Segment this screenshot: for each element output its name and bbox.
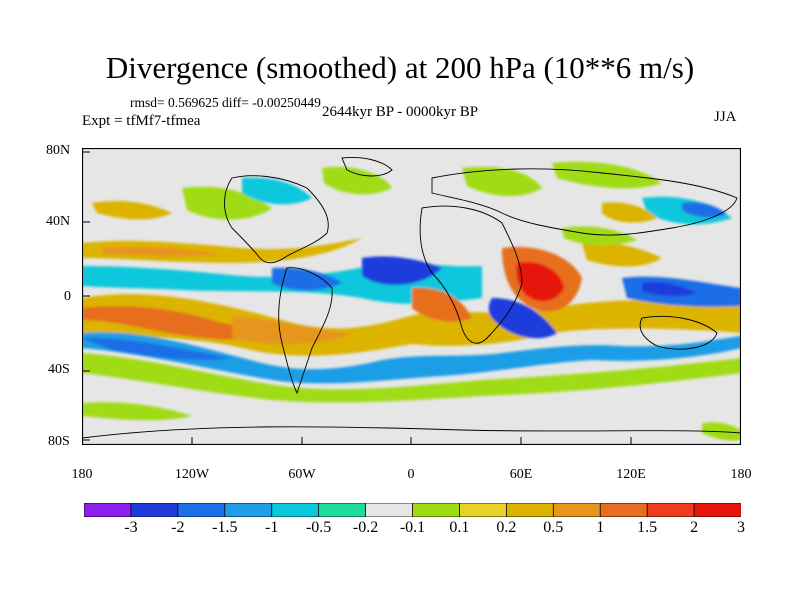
colorbar-swatch [365,503,414,517]
colorbar-swatch [693,503,741,517]
colorbar-swatch [599,503,648,517]
x-label-60w: 60W [288,467,316,482]
x-label-120w: 120W [174,467,210,482]
colorbar-swatch [130,503,179,517]
colorbar-label: -2 [171,519,185,536]
x-label-180e: 180 [730,467,752,482]
axis-ticks [82,151,632,445]
colorbar-label: 3 [737,519,745,536]
colorbar-swatch [177,503,226,517]
divergence-field [82,161,741,441]
colorbar-label: -0.1 [399,519,426,536]
colorbar-label: -0.5 [305,519,332,536]
y-label-80S: 80S [48,434,70,449]
colorbar-label: 0.1 [449,519,470,536]
period-label: 2644kyr BP - 0000kyr BP [322,104,479,120]
y-label-80N: 80N [46,143,71,158]
colorbar-swatch [552,503,601,517]
colorbar-label: -1 [265,519,279,536]
colorbar [84,503,741,517]
colorbar-label: 0.2 [496,519,517,536]
colorbar-label: 0.5 [543,519,564,536]
colorbar-swatch [459,503,508,517]
y-label-0: 0 [64,289,71,304]
x-label-180w: 180 [71,467,93,482]
plot-title: Divergence (smoothed) at 200 hPa (10**6 … [105,50,695,85]
colorbar-swatch [84,503,132,517]
colorbar-label: 2 [690,519,699,536]
experiment-label: Expt = tfMf7-tfmea [82,113,201,129]
colorbar-swatch [318,503,367,517]
coastlines [82,157,741,439]
x-label-0: 0 [407,467,415,482]
x-label-120e: 120E [616,467,646,482]
divergence-map [82,148,741,445]
y-label-40N: 40N [46,214,71,229]
colorbar-label: -3 [124,519,138,536]
y-label-40S: 40S [48,362,70,377]
season-label: JJA [714,109,737,125]
colorbar-swatch [646,503,695,517]
colorbar-swatch [224,503,273,517]
stats-label: rmsd= 0.569625 diff= -0.00250449 [130,95,321,110]
colorbar-label: -1.5 [212,519,238,536]
colorbar-swatch [412,503,461,517]
x-label-60e: 60E [509,467,533,482]
colorbar-swatch [271,503,320,517]
colorbar-label: 1 [596,519,605,536]
colorbar-label: 1.5 [637,519,658,536]
colorbar-label: -0.2 [352,519,379,536]
colorbar-swatch [505,503,554,517]
